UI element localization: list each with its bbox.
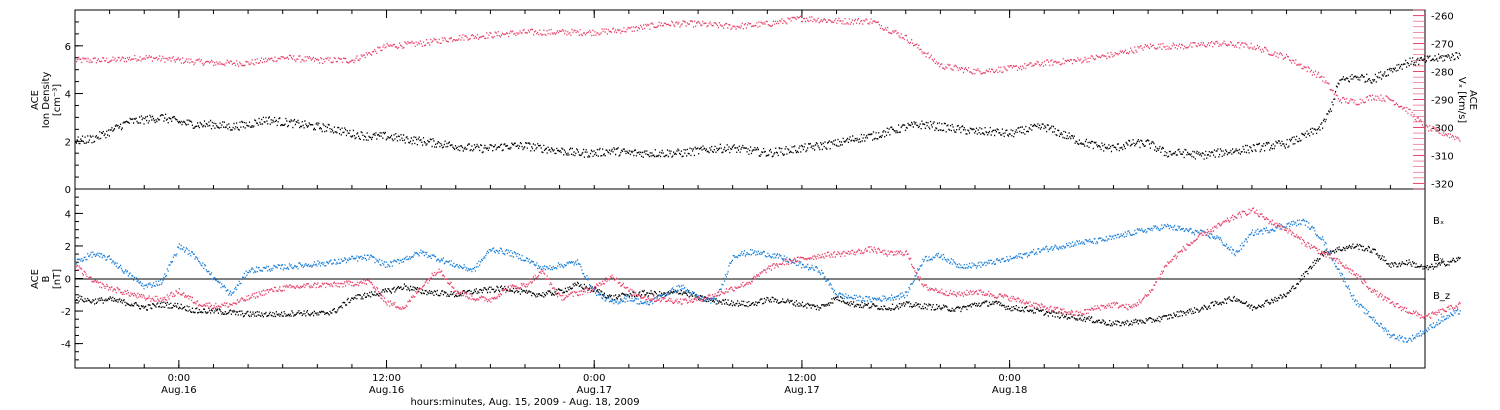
top-left-ylabel-line-3: [cm⁻³] [52, 84, 63, 116]
x-tick-time: 12:00 [372, 373, 401, 384]
top-left-ylabel: ACE Ion Density [cm⁻³] [30, 72, 63, 129]
bottom-ylabel-line-1: ACE [30, 269, 41, 289]
bottom-ylabel-line-2: B [41, 275, 52, 282]
top-panel-frame [74, 9, 1426, 190]
x-tick-time: 12:00 [788, 373, 817, 384]
series-density [75, 52, 1461, 160]
x-tick-date: Aug.18 [992, 385, 1027, 396]
legend-bx: Bₓ [1433, 216, 1444, 227]
x-tick-date: Aug.17 [577, 385, 612, 396]
bottom-left-tick-label: 4 [65, 209, 71, 220]
top-right-ylabel-line-2: Vₓ [km/s] [1456, 77, 1467, 123]
bottom-left-tick-label: -2 [61, 307, 71, 318]
bottom-ylabel-line-3: [nT] [52, 269, 63, 289]
series-bx [75, 243, 1461, 327]
top-right-tick-label: -320 [1431, 179, 1454, 190]
legend-by: Bᵧ [1433, 253, 1444, 264]
top-left-tick-label: 4 [65, 90, 71, 101]
bottom-ylabel: ACE B [nT] [30, 269, 63, 289]
top-right-tick-label: -300 [1431, 123, 1454, 134]
x-axis-title: hours:minutes, Aug. 15, 2009 - Aug. 18, … [410, 397, 639, 408]
top-right-tick-label: -270 [1431, 40, 1454, 51]
bottom-left-axis: -4 -2 0 2 4 [61, 196, 83, 361]
top-right-ylabel: ACE Vₓ [km/s] [1456, 77, 1478, 123]
top-panel-series [75, 15, 1461, 160]
x-tick-date: Aug.16 [161, 385, 196, 396]
top-right-tick-label: -260 [1431, 12, 1454, 23]
bottom-left-tick-label: 2 [65, 242, 71, 253]
top-right-ylabel-line-1: ACE [1467, 90, 1478, 110]
top-left-ylabel-line-2: Ion Density [41, 72, 52, 129]
bottom-panel-series [75, 207, 1461, 343]
top-left-tick-label: 2 [65, 137, 71, 148]
x-tick-time: 0:00 [998, 373, 1020, 384]
top-left-ylabel-line-1: ACE [30, 90, 41, 110]
x-axis: 0:00Aug.1612:00Aug.160:00Aug.1712:00Aug.… [74, 10, 1426, 396]
bottom-left-tick-label: -4 [61, 340, 71, 351]
series-by [75, 218, 1461, 343]
top-left-tick-label: 6 [65, 42, 71, 53]
x-tick-date: Aug.17 [784, 385, 819, 396]
top-right-tick-label: -280 [1431, 68, 1454, 79]
series-velocity [75, 15, 1461, 142]
top-right-tick-label: -310 [1431, 151, 1454, 162]
x-tick-time: 0:00 [583, 373, 605, 384]
legend-bz: B_z [1433, 291, 1450, 302]
x-tick-date: Aug.16 [369, 385, 404, 396]
top-right-tick-label: -290 [1431, 96, 1454, 107]
series-bz [75, 207, 1461, 321]
top-right-axis: -260 -270 -280 -290 -300 -310 -320 [1413, 9, 1454, 190]
top-left-axis: 0 2 4 6 [65, 9, 83, 196]
bottom-left-tick-label: 0 [65, 275, 71, 286]
top-left-tick-label: 0 [65, 185, 71, 196]
x-tick-time: 0:00 [168, 373, 190, 384]
